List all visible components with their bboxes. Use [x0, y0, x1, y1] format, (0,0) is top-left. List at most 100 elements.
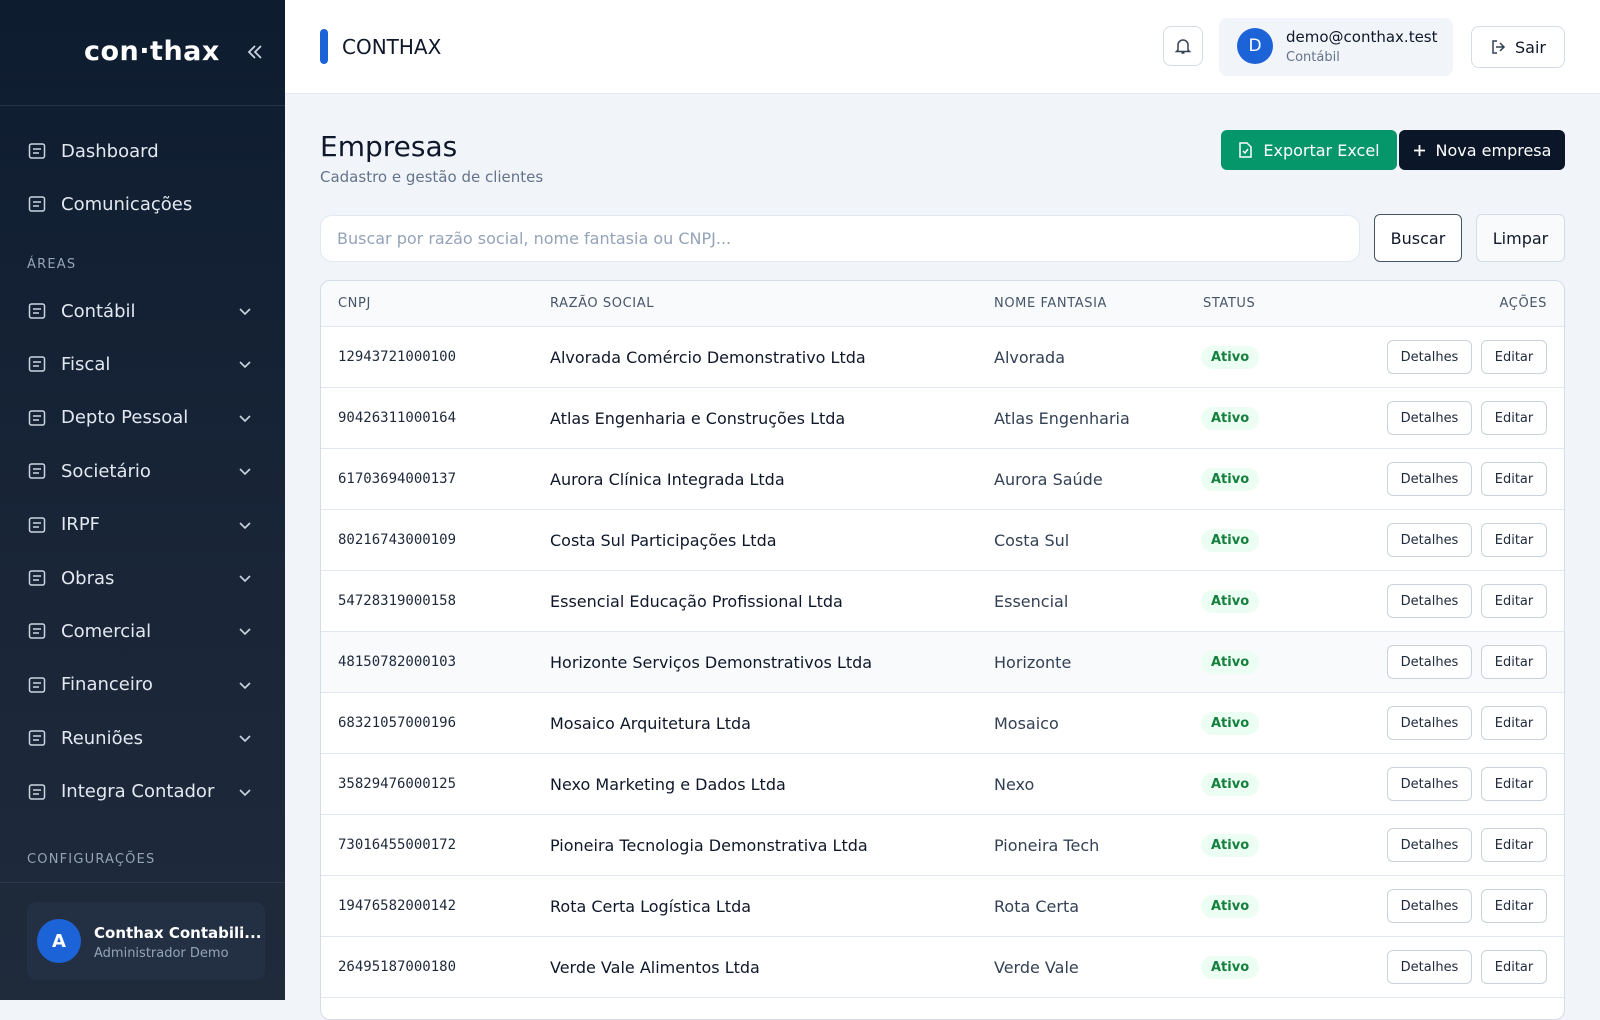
clear-button[interactable]: Limpar: [1476, 214, 1565, 262]
chevron: [239, 361, 251, 369]
details-button[interactable]: Detalhes: [1387, 340, 1472, 374]
icon: [28, 356, 46, 373]
status-badge: Ativo: [1201, 894, 1260, 918]
nav-item[interactable]: Reuniões: [27, 718, 262, 758]
cnpj: 80216743000109: [338, 532, 457, 548]
icon: [28, 783, 46, 800]
notifications-button[interactable]: [1163, 26, 1203, 66]
table-row: 73016455000172 Pioneira Tecnologia Demons…: [321, 815, 1564, 876]
status-badge: Ativo: [1201, 528, 1260, 552]
status-cell: Ativo: [1201, 693, 1260, 753]
chevron: [239, 415, 251, 422]
razao-social: Pioneira Tecnologia Demonstrativa Ltda: [550, 835, 868, 855]
user-menu[interactable]: D demo@conthax.test Contábil: [1219, 18, 1453, 76]
nav-item[interactable]: Contábil: [27, 291, 262, 331]
details-button[interactable]: Detalhes: [1387, 706, 1472, 740]
user-email: demo@conthax.test: [1286, 28, 1438, 46]
logo-bar: con·thax: [0, 0, 285, 106]
table-row: 90426311000164 Atlas Engenharia e Constru…: [321, 388, 1564, 449]
new-button[interactable]: Nova empresa: [1399, 130, 1565, 170]
icon: [28, 677, 46, 693]
export-button[interactable]: Exportar Excel: [1221, 130, 1397, 170]
nav-item[interactable]: Societário: [27, 451, 262, 491]
nav-item[interactable]: Dashboard: [27, 131, 262, 171]
label: Sair: [1515, 37, 1546, 57]
edit-button[interactable]: Editar: [1481, 462, 1547, 496]
table-row: 19476582000142 Rota Certa Logística Ltda R…: [321, 876, 1564, 937]
chevron: [239, 628, 251, 636]
logout-button[interactable]: Sair: [1471, 26, 1565, 68]
nav-label: Comercial: [61, 620, 152, 642]
nav-item[interactable]: Comunicações: [27, 184, 262, 224]
nav-label: IRPF: [61, 514, 101, 536]
nav-item[interactable]: Comercial: [27, 611, 262, 651]
edit-button[interactable]: Editar: [1481, 889, 1547, 923]
table-row: 26495187000180 Verde Vale Alimentos Ltda V…: [321, 937, 1564, 998]
column-header: NOME FANTASIA: [994, 296, 1108, 311]
edit-button[interactable]: Editar: [1481, 828, 1547, 862]
actions: Detalhes Editar: [1387, 388, 1547, 448]
nav-item[interactable]: IRPF: [27, 505, 262, 545]
avatar: A: [37, 919, 81, 963]
status-badge: Ativo: [1201, 650, 1260, 674]
cnpj: 19476582000142: [338, 898, 457, 914]
column-header: CNPJ: [338, 296, 371, 311]
status-badge: Ativo: [1201, 833, 1260, 857]
nav-label: Fiscal: [61, 353, 111, 375]
edit-button[interactable]: Editar: [1481, 950, 1547, 984]
details-button[interactable]: Detalhes: [1387, 523, 1472, 557]
status-cell: Ativo: [1201, 754, 1260, 814]
nav-item[interactable]: Fiscal: [27, 344, 262, 384]
chevron: [239, 575, 251, 583]
icon: [28, 410, 46, 426]
edit-button[interactable]: Editar: [1481, 401, 1547, 435]
details-button[interactable]: Detalhes: [1387, 401, 1472, 435]
details-button[interactable]: Detalhes: [1387, 645, 1472, 679]
user-card[interactable]: A Conthax Contabili... Administrador Dem…: [27, 902, 265, 980]
search-button[interactable]: Buscar: [1374, 214, 1462, 262]
details-button[interactable]: Detalhes: [1387, 889, 1472, 923]
nome-fantasia: Horizonte: [994, 652, 1072, 672]
icon: [28, 143, 46, 159]
nav-item[interactable]: Obras: [27, 558, 262, 598]
edit-button[interactable]: Editar: [1481, 706, 1547, 740]
actions: Detalhes Editar: [1387, 327, 1547, 387]
actions: Detalhes Editar: [1387, 510, 1547, 570]
nav-item[interactable]: Financeiro: [27, 665, 262, 705]
razao-social: Alvorada Comércio Demonstrativo Ltda: [550, 347, 866, 367]
label: Nova empresa: [1435, 140, 1552, 160]
details-button[interactable]: Detalhes: [1387, 767, 1472, 801]
status-badge: Ativo: [1201, 955, 1260, 979]
cnpj: 12943721000100: [338, 349, 457, 365]
edit-button[interactable]: Editar: [1481, 340, 1547, 374]
cnpj: 68321057000196: [338, 715, 457, 731]
status-badge: Ativo: [1201, 406, 1260, 430]
nome-fantasia: Essencial: [994, 591, 1069, 611]
edit-button[interactable]: Editar: [1481, 767, 1547, 801]
nav-item[interactable]: Depto Pessoal: [27, 398, 262, 438]
brand: CONTHAX: [342, 35, 442, 59]
column-header: STATUS: [1203, 296, 1256, 311]
search-input[interactable]: Buscar por razão social, nome fantasia o…: [320, 215, 1360, 262]
status-cell: Ativo: [1201, 510, 1260, 570]
collapse-button[interactable]: [245, 42, 265, 62]
table-row: 54728319000158 Essencial Educação Profiss…: [321, 571, 1564, 632]
page-title: Empresas: [320, 130, 458, 163]
edit-button[interactable]: Editar: [1481, 645, 1547, 679]
details-button[interactable]: Detalhes: [1387, 828, 1472, 862]
chevron: [239, 789, 251, 796]
edit-button[interactable]: Editar: [1481, 523, 1547, 557]
nav-item[interactable]: Integra Contador: [27, 772, 262, 812]
details-button[interactable]: Detalhes: [1387, 584, 1472, 618]
actions: Detalhes Editar: [1387, 815, 1547, 875]
razao-social: Verde Vale Alimentos Ltda: [550, 957, 760, 977]
nome-fantasia: Pioneira Tech: [994, 835, 1100, 855]
details-button[interactable]: Detalhes: [1387, 950, 1472, 984]
status-cell: Ativo: [1201, 632, 1260, 692]
actions: Detalhes Editar: [1387, 449, 1547, 509]
details-button[interactable]: Detalhes: [1387, 462, 1472, 496]
status-cell: Ativo: [1201, 327, 1260, 387]
edit-button[interactable]: Editar: [1481, 584, 1547, 618]
chevron: [239, 468, 251, 476]
